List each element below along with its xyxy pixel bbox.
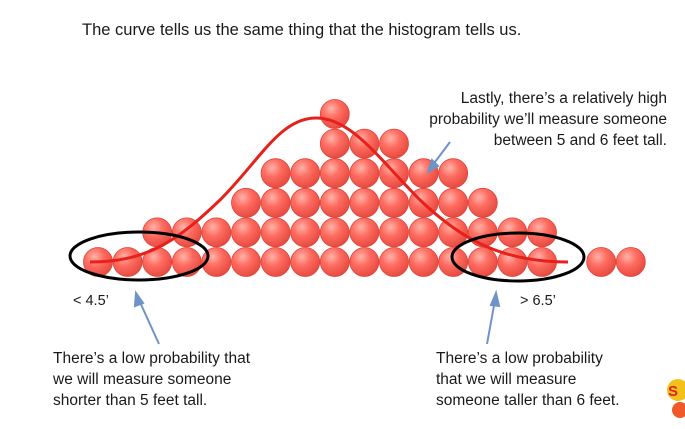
left-tail-annotation-line: shorter than 5 feet tall. (53, 392, 208, 409)
histogram-ball (231, 217, 261, 248)
svg-text:S: S (668, 383, 678, 400)
histogram-ball (319, 158, 350, 189)
histogram-ball (586, 247, 617, 277)
normal-curve (89, 116, 569, 264)
peak-annotation-line: between 5 and 6 feet tall. (493, 132, 667, 149)
peak-annotation: Lastly, there’s a relatively high probab… (367, 88, 667, 151)
peak-annotation-line: probability we’ll measure someone (429, 111, 667, 128)
histogram-ball (349, 158, 380, 189)
histogram-ball (260, 187, 291, 218)
right-tail-label: > 6.5’ (520, 293, 556, 309)
histogram-ball (290, 217, 321, 248)
right-tail-ellipse (450, 231, 586, 283)
histogram-ball (438, 158, 469, 189)
histogram-ball (319, 217, 350, 248)
histogram-ball (319, 187, 350, 218)
histogram-ball (201, 217, 232, 248)
histogram-ball (112, 247, 143, 277)
histogram-ball (290, 247, 321, 277)
histogram-ball (260, 158, 291, 189)
slide-title: The curve tells us the same thing that t… (82, 21, 522, 39)
histogram-ball (349, 187, 380, 218)
histogram-ball (349, 217, 380, 248)
arrow-to-right-tail (486, 289, 501, 345)
histogram-ball (231, 247, 261, 277)
histogram-ball (319, 247, 350, 277)
histogram-ball (290, 187, 321, 218)
histogram-ball (260, 247, 291, 277)
peak-annotation-line: Lastly, there’s a relatively high (460, 90, 667, 107)
histogram-ball (290, 158, 321, 189)
left-tail-ellipse (68, 230, 210, 282)
histogram-ball (349, 247, 380, 277)
histogram-ball (319, 99, 350, 129)
right-tail-annotation: There’s a low probability that we will m… (436, 348, 666, 411)
histogram-ball (379, 247, 409, 277)
histogram-ball (438, 217, 469, 248)
arrow-to-peak (426, 141, 451, 175)
left-tail-label: < 4.5’ (73, 293, 109, 309)
left-tail-annotation-line: There’s a low probability that (53, 350, 251, 367)
histogram-ball (467, 187, 498, 218)
histogram-ball (379, 187, 409, 218)
histogram-ball (379, 217, 409, 248)
histogram-ball (467, 217, 498, 248)
histogram-ball (408, 217, 439, 248)
left-tail-annotation: There’s a low probability that we will m… (53, 348, 313, 411)
histogram-ball (319, 128, 350, 159)
histogram-ball (260, 217, 291, 248)
arrow-to-left-tail (133, 290, 160, 345)
histogram-balls (83, 99, 646, 277)
histogram-ball (408, 247, 439, 277)
right-tail-annotation-line: There’s a low probability (436, 350, 603, 367)
histogram-ball (615, 247, 646, 277)
histogram-ball (379, 128, 409, 159)
logo-icon: S (664, 376, 685, 420)
histogram-ball (438, 187, 469, 218)
left-tail-annotation-line: we will measure someone (53, 371, 232, 388)
histogram-ball (231, 187, 261, 218)
right-tail-annotation-line: that we will measure (436, 371, 577, 388)
right-tail-annotation-line: someone taller than 6 feet. (436, 392, 620, 409)
histogram-ball (467, 247, 498, 277)
